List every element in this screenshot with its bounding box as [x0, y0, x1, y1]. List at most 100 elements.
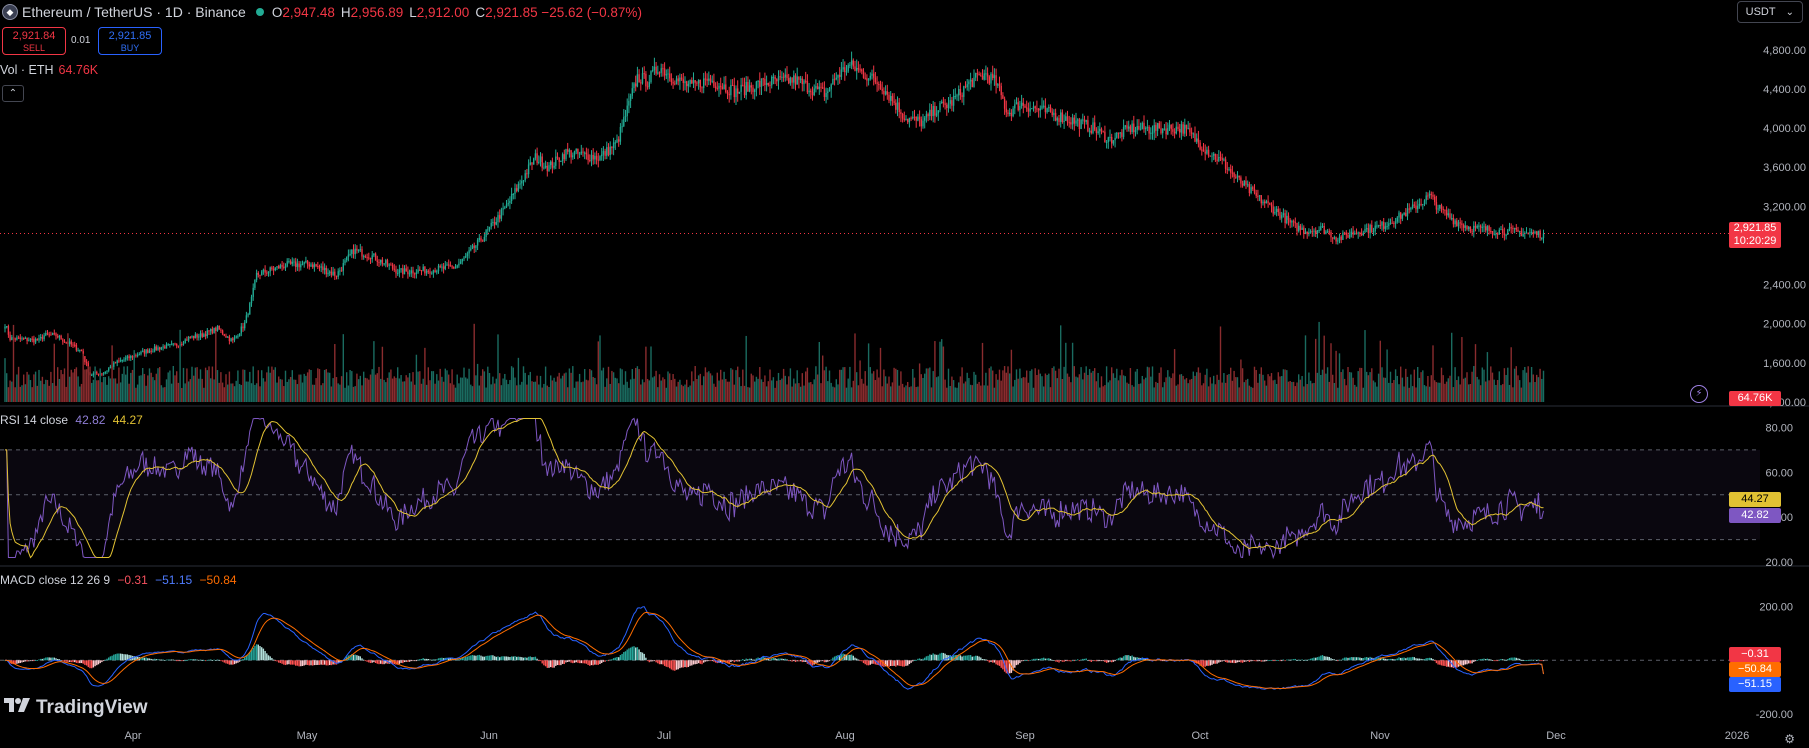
- volume-bar: [803, 385, 805, 402]
- market-status-icon: [255, 8, 264, 16]
- macd-histogram-bar: [31, 660, 33, 662]
- macd-histogram-bar: [1522, 660, 1524, 661]
- macd-histogram-bar: [79, 660, 81, 664]
- volume-bar: [827, 381, 829, 402]
- macd-histogram-bar: [755, 658, 758, 661]
- macd-histogram-bar: [1051, 659, 1053, 661]
- candle-body: [808, 90, 810, 93]
- macd-legend[interactable]: MACD close 12 26 9 −0.31 −51.15 −50.84: [0, 573, 237, 587]
- volume-bar: [1002, 370, 1004, 402]
- macd-histogram-bar: [478, 654, 480, 661]
- volume-bar: [261, 370, 263, 402]
- macd-histogram-bar: [521, 657, 523, 661]
- volume-bar: [1141, 375, 1143, 402]
- volume-bar: [40, 380, 42, 402]
- macd-histogram-bar: [1058, 660, 1060, 663]
- macd-histogram-bar: [900, 660, 902, 667]
- candle-body: [1413, 204, 1415, 206]
- candle-body: [526, 173, 528, 175]
- sell-button[interactable]: 2,921.84 SELL: [2, 27, 66, 55]
- volume-bar: [223, 387, 225, 402]
- candle-body: [269, 267, 271, 272]
- candle-body: [24, 337, 27, 339]
- candle-body: [1095, 129, 1098, 134]
- collapse-legend-button[interactable]: ⌃: [2, 85, 24, 102]
- candle-body: [388, 264, 390, 266]
- volume-bar: [599, 335, 601, 402]
- candle-body: [847, 65, 849, 72]
- candle-body: [570, 150, 572, 158]
- candle-body: [1020, 102, 1023, 107]
- rsi-legend[interactable]: RSI 14 close 42.82 44.27: [0, 413, 143, 427]
- candle-body: [391, 264, 394, 269]
- candle-body: [371, 255, 373, 260]
- candle-body: [381, 259, 384, 265]
- volume-bar: [832, 386, 834, 402]
- volume-bar: [1053, 366, 1055, 402]
- candle-body: [1187, 128, 1189, 130]
- volume-bar: [21, 385, 23, 402]
- ohlc-open-label: O: [271, 4, 283, 20]
- candle-body: [315, 264, 317, 267]
- macd-histogram-bar: [267, 655, 270, 661]
- currency-selector[interactable]: USDT ⌄: [1736, 1, 1803, 23]
- macd-histogram-bar: [123, 654, 125, 661]
- candle-body: [1411, 204, 1414, 208]
- rsi-axis-tick-label: 80.00: [1765, 422, 1793, 434]
- macd-histogram-bar: [330, 660, 333, 666]
- settings-icon[interactable]: ⚙: [1784, 732, 1795, 746]
- volume-bar: [26, 371, 28, 402]
- macd-histogram-bar: [1532, 659, 1534, 661]
- candle-body: [1298, 225, 1300, 232]
- volume-bar: [427, 367, 429, 402]
- candle-body: [956, 95, 958, 97]
- candle-body: [529, 162, 531, 165]
- macd-histogram-bar: [475, 655, 477, 661]
- symbol-title[interactable]: Ethereum / TetherUS · 1D · Binance: [22, 4, 246, 20]
- volume-bar: [769, 369, 771, 402]
- candle-body: [1282, 213, 1285, 216]
- macd-histogram-bar: [1114, 660, 1116, 662]
- macd-histogram-bar: [254, 645, 256, 661]
- macd-histogram-bar: [621, 653, 623, 661]
- macd-histogram-bar: [1128, 655, 1130, 661]
- candle-body: [323, 267, 326, 271]
- volume-legend[interactable]: Vol · ETH 64.76K: [0, 63, 98, 77]
- candle-body: [891, 95, 894, 102]
- candle-body: [1277, 208, 1279, 213]
- candle-body: [41, 337, 44, 340]
- volume-bar: [1163, 382, 1166, 402]
- volume-bar: [694, 366, 696, 402]
- candle-body: [482, 240, 484, 242]
- volume-bar: [1138, 383, 1140, 402]
- candle-body: [255, 272, 258, 280]
- tradingview-logo[interactable]: TradingView: [4, 697, 148, 719]
- volume-bar: [1255, 370, 1257, 402]
- candle-body: [4, 326, 6, 329]
- volume-bar: [509, 380, 511, 402]
- candle-body: [1049, 106, 1052, 112]
- volume-bar: [963, 383, 965, 402]
- candle-body: [1337, 240, 1339, 242]
- volume-bar: [714, 386, 717, 402]
- macd-histogram-bar: [223, 660, 225, 663]
- macd-histogram-bar: [167, 659, 169, 661]
- lightning-icon[interactable]: ⚡: [1690, 385, 1708, 403]
- macd-histogram-bar: [1391, 658, 1393, 661]
- macd-histogram-bar: [68, 660, 71, 662]
- macd-histogram-bar: [788, 660, 790, 662]
- buy-button[interactable]: 2,921.85 BUY: [98, 27, 162, 55]
- volume-bar: [1224, 382, 1227, 402]
- macd-histogram-bar: [174, 659, 176, 661]
- volume-bar: [941, 339, 943, 402]
- candle-body: [1360, 233, 1363, 235]
- macd-histogram-bar: [762, 656, 764, 661]
- volume-bar: [233, 386, 236, 402]
- volume-bar: [216, 370, 219, 402]
- candle-body: [1478, 225, 1480, 227]
- volume-bar: [1122, 375, 1125, 402]
- volume-bar: [648, 380, 650, 402]
- candle-body: [1479, 225, 1482, 228]
- volume-bar: [1311, 383, 1313, 402]
